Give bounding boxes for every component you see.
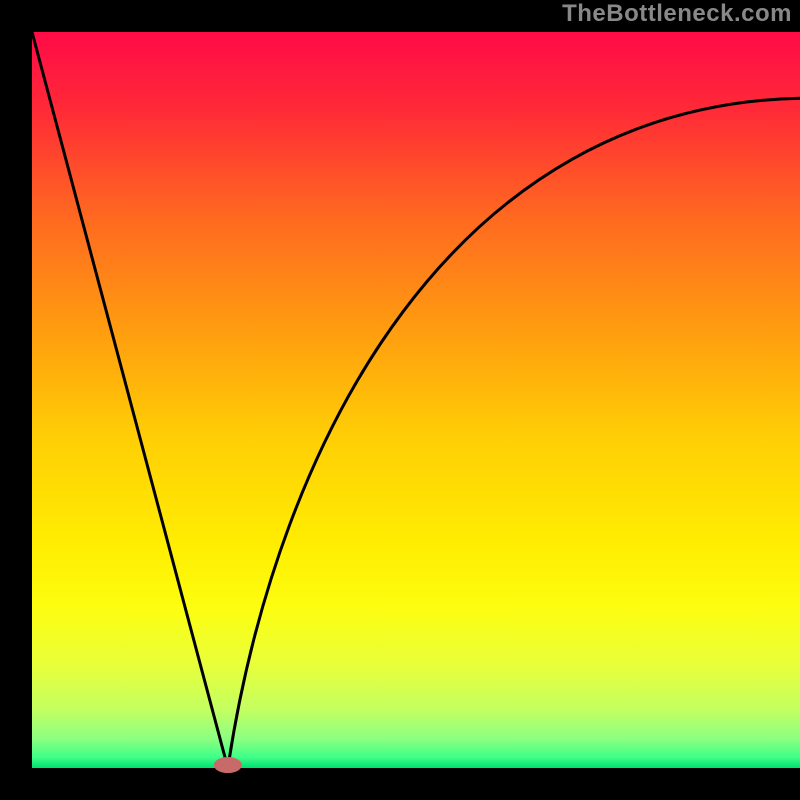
vertex-marker	[214, 757, 242, 773]
chart-container: TheBottleneck.com	[0, 0, 800, 800]
watermark-label: TheBottleneck.com	[562, 0, 792, 28]
bottleneck-chart	[0, 0, 800, 800]
gradient-background	[32, 32, 800, 768]
